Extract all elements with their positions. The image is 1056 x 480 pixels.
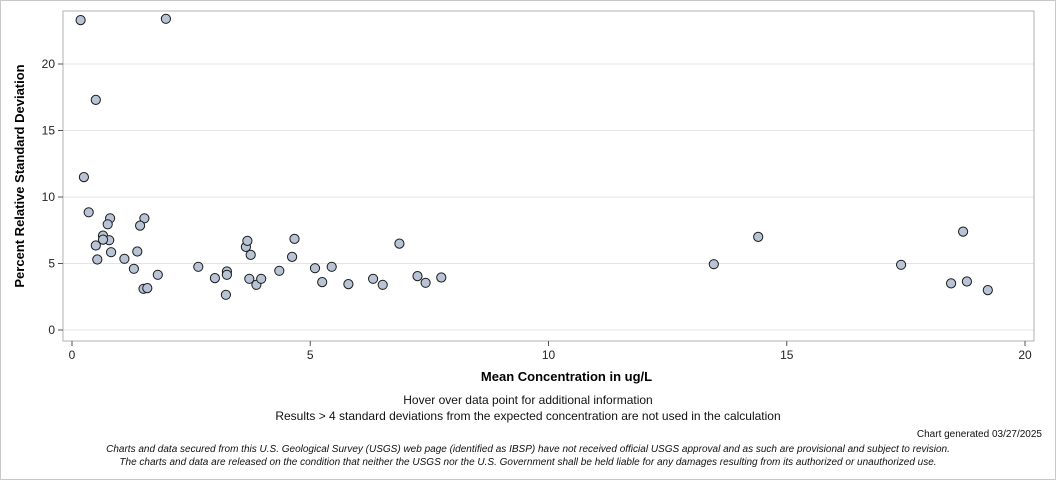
scatter-chart: 0 5 10 15 20 0 5 10 15 20 Mean Concentration in u… — [12, 10, 1035, 384]
data-point[interactable] — [135, 220, 146, 231]
data-point[interactable] — [343, 279, 354, 290]
x-tick-label: 5 — [307, 348, 314, 362]
plot-area — [62, 10, 1035, 342]
data-point[interactable] — [896, 259, 907, 270]
data-point[interactable] — [708, 259, 719, 270]
data-point[interactable] — [274, 265, 285, 276]
y-axis-title: Percent Relative Standard Deviation — [12, 64, 27, 287]
data-point[interactable] — [78, 172, 90, 183]
y-tick-label: 0 — [48, 323, 55, 337]
data-point[interactable] — [244, 273, 255, 284]
disclaimer-line-1: Charts and data secured from this U.S. G… — [106, 444, 950, 455]
disclaimer-line-2: The charts and data are released on the … — [119, 457, 937, 468]
data-point[interactable] — [394, 238, 405, 249]
x-tick-label: 0 — [69, 348, 76, 362]
data-point[interactable] — [377, 279, 388, 290]
x-tick-label: 15 — [780, 348, 794, 362]
data-point[interactable] — [221, 269, 232, 280]
data-point[interactable] — [132, 246, 143, 257]
data-point[interactable] — [436, 272, 447, 283]
data-point[interactable] — [753, 231, 764, 242]
data-point[interactable] — [83, 207, 94, 218]
data-point[interactable] — [160, 13, 171, 24]
data-point[interactable] — [326, 261, 337, 272]
data-point[interactable] — [245, 249, 256, 260]
data-point[interactable] — [242, 235, 253, 246]
data-point[interactable] — [961, 276, 973, 287]
data-point[interactable] — [152, 269, 163, 280]
data-point[interactable] — [90, 240, 101, 251]
data-point[interactable] — [209, 273, 220, 284]
data-point[interactable] — [90, 94, 101, 106]
x-tick-label: 20 — [1018, 348, 1032, 362]
data-point[interactable] — [287, 251, 298, 262]
data-point[interactable] — [958, 226, 969, 237]
y-tick-label: 15 — [42, 124, 56, 138]
data-point[interactable] — [193, 261, 204, 272]
data-point[interactable] — [420, 277, 431, 288]
grid-lines — [63, 63, 1034, 331]
data-point[interactable] — [102, 219, 113, 230]
y-tick-label: 5 — [48, 257, 55, 271]
data-point[interactable] — [256, 273, 267, 284]
data-point[interactable] — [368, 273, 379, 284]
data-point[interactable] — [92, 254, 103, 265]
data-points[interactable] — [75, 13, 993, 300]
data-point[interactable] — [317, 277, 328, 288]
data-point[interactable] — [97, 234, 109, 245]
data-point[interactable] — [289, 233, 300, 244]
data-point[interactable] — [946, 278, 957, 289]
data-point[interactable] — [309, 263, 321, 274]
y-tick-label: 20 — [42, 57, 56, 71]
data-point[interactable] — [412, 271, 423, 282]
data-point[interactable] — [220, 289, 231, 300]
x-tick-label: 10 — [542, 348, 556, 362]
data-point[interactable] — [106, 247, 117, 258]
axes: 0 5 10 15 20 0 5 10 15 20 — [42, 57, 1032, 362]
data-point[interactable] — [119, 253, 130, 264]
data-point[interactable] — [142, 283, 153, 294]
results-note: Results > 4 standard deviations from the… — [275, 409, 781, 423]
hover-note: Hover over data point for additional inf… — [403, 393, 653, 407]
data-point[interactable] — [75, 15, 86, 26]
y-tick-label: 10 — [42, 190, 56, 204]
chart-generated-date: Chart generated 03/27/2025 — [916, 429, 1042, 440]
data-point[interactable] — [982, 285, 993, 296]
data-point[interactable] — [128, 263, 139, 274]
x-axis-title: Mean Concentration in ug/L — [481, 369, 652, 384]
